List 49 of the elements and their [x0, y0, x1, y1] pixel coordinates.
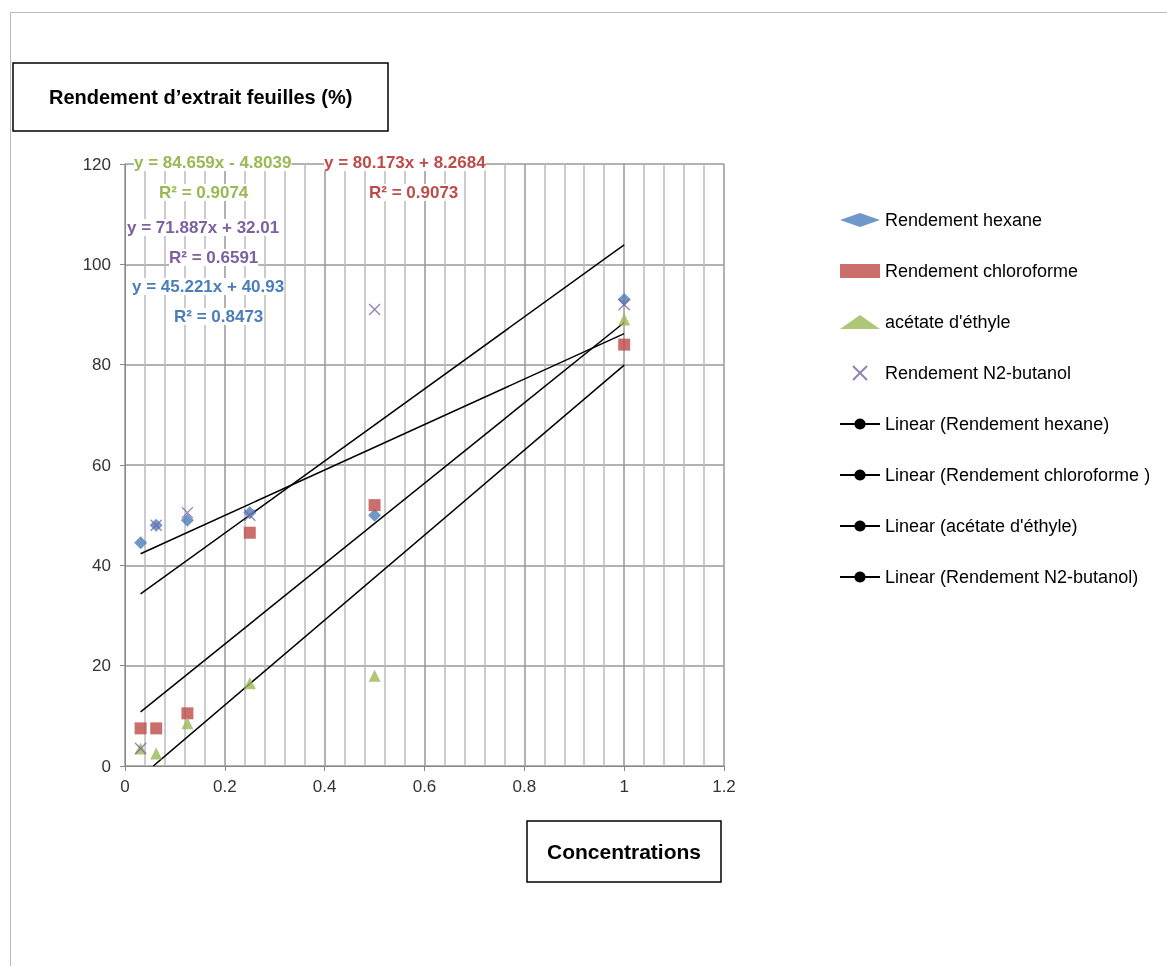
- annotation: R² = 0.9074: [159, 183, 249, 202]
- point: [150, 747, 163, 760]
- legend-label: Linear (Rendement chloroforme ): [885, 465, 1151, 485]
- y-tick-label: 0: [101, 756, 111, 776]
- y-tick-label: 20: [92, 656, 111, 676]
- annotation: R² = 0.9073: [369, 183, 459, 202]
- x-tick-label: 1: [619, 777, 629, 796]
- chart-title: Rendement d’extrait feuilles (%): [49, 86, 353, 108]
- point: [368, 508, 382, 522]
- annotation: R² = 0.8473: [174, 307, 264, 326]
- y-tick-label: 60: [92, 455, 111, 475]
- x-tick-label: 1.2: [712, 777, 736, 796]
- point: [618, 313, 631, 326]
- point: [134, 536, 148, 550]
- point: [181, 506, 194, 519]
- legend-label: Linear (Rendement N2-butanol): [885, 567, 1139, 587]
- annotation: y = 71.887x + 32.01: [127, 218, 280, 237]
- x-tick-label: 0.8: [512, 777, 537, 796]
- annotation: y = 84.659x - 4.8039: [134, 153, 292, 172]
- legend-label: Rendement chloroforme: [885, 261, 1079, 281]
- annotation: y = 80.173x + 8.2684: [324, 153, 487, 172]
- legend-label: Linear (acétate d'éthyle): [885, 516, 1078, 536]
- x-tick-label: 0.4: [312, 777, 337, 796]
- y-tick-label: 100: [82, 254, 111, 274]
- point: [618, 298, 631, 311]
- point: [150, 722, 163, 735]
- x-tick-label: 0.2: [213, 777, 237, 796]
- annotation: R² = 0.6591: [169, 248, 259, 267]
- point: [243, 526, 256, 539]
- y-tick-label: 80: [92, 355, 111, 375]
- legend-label: acétate d'éthyle: [885, 312, 1011, 332]
- legend-label: Rendement hexane: [885, 210, 1043, 230]
- point: [134, 722, 147, 735]
- y-tick-label: 120: [82, 154, 111, 174]
- x-tick-label: 0.6: [412, 777, 437, 796]
- x-axis-title: Concentrations: [547, 840, 702, 863]
- point: [368, 303, 381, 316]
- point: [181, 707, 194, 720]
- point: [368, 669, 381, 682]
- point: [180, 513, 194, 527]
- annotation: y = 45.221x + 40.93: [132, 277, 285, 296]
- point: [243, 677, 256, 690]
- point: [181, 717, 194, 730]
- legend-label: Rendement N2-butanol: [885, 363, 1072, 383]
- legend-label: Linear (Rendement hexane): [885, 414, 1110, 434]
- point: [618, 338, 631, 351]
- x-tick-label: 0: [120, 777, 130, 796]
- point: [368, 499, 381, 512]
- y-tick-label: 40: [92, 555, 111, 575]
